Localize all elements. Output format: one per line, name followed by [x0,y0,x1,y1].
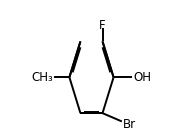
Text: Br: Br [123,118,136,131]
Text: CH₃: CH₃ [32,71,54,84]
Text: F: F [99,19,106,32]
Text: OH: OH [134,71,152,84]
